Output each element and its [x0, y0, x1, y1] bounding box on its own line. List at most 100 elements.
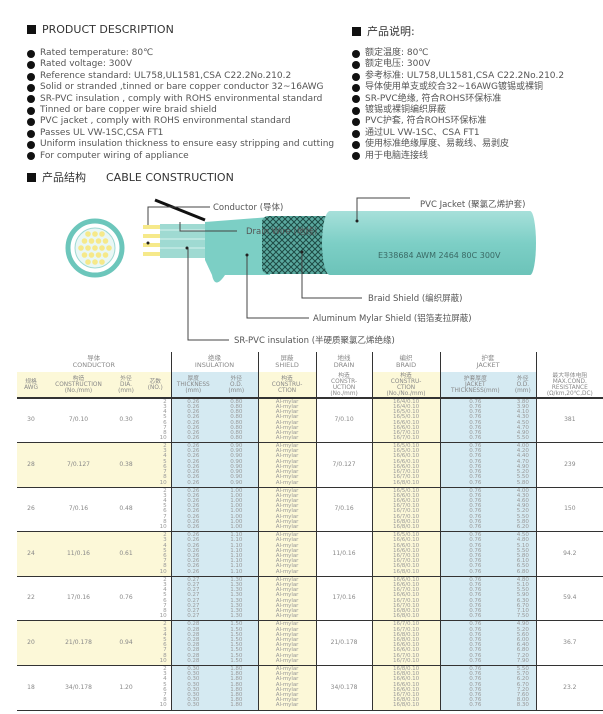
description-item: Tinned or bare copper wire braid shield: [27, 105, 334, 116]
awg: 24: [17, 531, 45, 577]
max-resistance: 36.7: [535, 620, 603, 667]
conductor-construction: 7/0.16: [45, 487, 112, 533]
description-item: Uniform insulation thickness to ensure e…: [27, 139, 334, 150]
table-row: 28 7/0.127 0.38 2 3 4 5 6 7 8 10 0.26 0.26 0.26 0.26 0.…: [17, 442, 603, 488]
braid: 16/6/0.10 16/6/0.10 16/7/0.10 16/6/0.10 16/7…: [371, 576, 441, 622]
table-row: 26 7/0.16 0.48 2 3 4 5 6 7 8 10 0.26 0.26 0.26 0.26 0.2…: [17, 487, 603, 533]
svg-text:E338684 AWM 2464 80C 300V: E338684 AWM 2464 80C 300V: [378, 251, 501, 260]
column-header: 构造 CONSTRU- CTION: [257, 372, 317, 399]
jacket-thickness: 0.76 0.76 0.76 0.76 0.76 0.76 0.76 0.76: [439, 576, 511, 622]
conductor-diameter: 0.94: [112, 620, 140, 667]
bullet-icon: [352, 61, 360, 70]
jacket-thickness: 0.76 0.76 0.76 0.76 0.76 0.76 0.76 0.76: [439, 665, 511, 711]
awg: 26: [17, 487, 45, 533]
conductor-strand: [99, 259, 105, 265]
insulation-od: 0.80 0.80 0.80 0.80 0.80 0.80 0.80 0.80: [215, 398, 259, 444]
shield: Al-mylar Al-mylar Al-mylar Al-mylar Al-mylar…: [257, 620, 317, 667]
description-item: Passes UL VW-1SC,CSA FT1: [27, 128, 334, 139]
bullet-icon: [352, 129, 360, 138]
drain: 17/0.16: [315, 576, 373, 622]
insulation-od: 1.50 1.50 1.50 1.50 1.50 1.50 1.50 1.50: [215, 620, 259, 667]
bullet-icon: [352, 152, 360, 161]
label-braid-shield: Braid Shield (编织屏蔽): [368, 293, 462, 304]
drain: 34/0.178: [315, 665, 373, 711]
conductor-construction: 7/0.10: [45, 398, 112, 444]
cable-cross-section: [65, 218, 125, 278]
bullet-icon: [27, 95, 35, 104]
cores: 2 3 4 5 6 7 8 10: [140, 442, 172, 488]
bullet-icon: [27, 61, 35, 70]
column-header: 规格 AWG: [17, 372, 45, 399]
description-item: 通过UL VW-1SC、CSA FT1: [352, 128, 564, 139]
jacket-od: 4.90 5.20 5.60 6.00 6.40 6.80 7.20 7.90: [510, 620, 537, 667]
conductor-strand: [92, 231, 98, 237]
conductor-strand: [92, 259, 98, 265]
description-item: Rated voltage: 300V: [27, 59, 334, 70]
group-header: 导体 CONDUCTOR: [72, 354, 115, 369]
bullet-icon: [27, 118, 35, 127]
shield: Al-mylar Al-mylar Al-mylar Al-mylar Al-mylar…: [257, 398, 317, 444]
description-item: 用于电脑连接线: [352, 151, 564, 162]
bullet-icon: [352, 72, 360, 81]
conductor-construction: 34/0.178: [45, 665, 112, 711]
column-header: 护套厚度 JACKET THICKNESS(mm): [439, 372, 511, 399]
awg: 28: [17, 442, 45, 488]
column-header: 外径 O.D. (mm): [510, 372, 537, 399]
column-header: 厚度 THICKNESS (mm): [170, 372, 216, 399]
drain: 7/0.10: [315, 398, 373, 444]
table-row: 20 21/0.178 0.94 2 3 4 5 6 7 8 10 0.28 0.28 0.28 0.28 0…: [17, 620, 603, 667]
description-item: 额定电压: 300V: [352, 59, 564, 70]
column-header: 最大导体电阻 MAX.COND. RESISTANCE (Ω/km,20℃,DC…: [535, 372, 603, 399]
description-item: 导体使用单支或绞合32~16AWG镀锡或裸铜: [352, 82, 564, 93]
max-resistance: 94.2: [535, 531, 603, 577]
description-item: SR-PVC绝缘, 符合ROHS环保标准: [352, 94, 564, 105]
conductor-strand: [95, 238, 102, 244]
insulation-thickness: 0.26 0.26 0.26 0.26 0.26 0.26 0.26 0.26: [170, 442, 216, 488]
braid-shield: [262, 216, 332, 274]
insulation-od: 1.00 1.00 1.00 1.00 1.00 1.00 1.00 1.00: [215, 487, 259, 533]
table-row: 22 17/0.16 0.76 2 3 4 5 6 7 8 10 0.27 0.27 0.27 0.27 0.…: [17, 576, 603, 622]
bullet-icon: [27, 129, 35, 138]
column-header: 构造 CONSTRU- CTION (No./No./mm): [371, 372, 441, 399]
cores: 2 3 4 5 6 7 8 10: [140, 665, 172, 711]
pvc-jacket: [322, 211, 536, 275]
conductor-strand: [88, 252, 95, 258]
square-bullet-icon: [27, 25, 36, 34]
description-item: Rated temperature: 80℃: [27, 48, 334, 59]
conductor-diameter: 0.38: [112, 442, 140, 488]
jacket-od: 4.00 4.20 4.40 4.70 4.90 5.20 5.50 5.80: [510, 442, 537, 488]
max-resistance: 23.2: [535, 665, 603, 711]
group-header: 屏蔽 SHIELD: [257, 352, 317, 372]
cores: 2 3 4 5 6 7 8 10: [140, 576, 172, 622]
jacket-od: 4.80 5.10 5.50 5.90 6.30 6.70 7.10 7.50: [510, 576, 537, 622]
jacket-thickness: 0.76 0.76 0.76 0.76 0.76 0.76 0.76 0.76: [439, 398, 511, 444]
awg: 30: [17, 398, 45, 444]
table-row: 30 7/0.10 0.30 2 3 4 5 6 7 8 10 0.26 0.26 0.26 0.26 0.2…: [17, 398, 603, 444]
jacket-thickness: 0.76 0.76 0.76 0.76 0.76 0.76 0.76 0.76: [439, 442, 511, 488]
group-header: 护套 JACKET: [439, 352, 537, 372]
description-item: 使用标准绝缘厚度、易裁线、易剥皮: [352, 139, 564, 150]
conductor-diameter: 0.48: [112, 487, 140, 533]
awg: 22: [17, 576, 45, 622]
cores: 2 3 4 5 6 7 8 10: [140, 531, 172, 577]
jacket-od: 4.50 4.80 5.10 5.50 5.80 6.10 6.50 6.80: [510, 531, 537, 577]
drain: 7/0.127: [315, 442, 373, 488]
conductor-strand: [85, 259, 91, 265]
awg: 18: [17, 665, 45, 711]
description-list-cn: 额定温度: 80℃ 额定电压: 300V 参考标准: UL758,UL1581,CS…: [352, 48, 564, 162]
bullet-icon: [27, 83, 35, 92]
shield: Al-mylar Al-mylar Al-mylar Al-mylar Al-mylar…: [257, 487, 317, 533]
conductor-construction: 11/0.16: [45, 531, 112, 577]
cable-diagram: E338684 AWM 2464 80C 300V Conductor (导体)…: [65, 197, 536, 345]
conductor-construction: 7/0.127: [45, 442, 112, 488]
braid: 16/8/0.10 16/8/0.10 16/6/0.10 16/6/0.10 16/6…: [371, 665, 441, 711]
cable-construction-title: 产品结构 CABLE CONSTRUCTION: [27, 169, 234, 185]
bullet-icon: [27, 152, 35, 161]
bullet-icon: [352, 95, 360, 104]
jacket-thickness: 0.76 0.76 0.76 0.76 0.76 0.76 0.76 0.76: [439, 487, 511, 533]
square-bullet-icon: [352, 26, 361, 36]
insulation-od: 1.30 1.30 1.30 1.30 1.30 1.30 1.30 1.30: [215, 576, 259, 622]
bullet-icon: [352, 106, 360, 115]
conductor-strand: [85, 245, 91, 251]
drain-wire: [154, 198, 206, 222]
